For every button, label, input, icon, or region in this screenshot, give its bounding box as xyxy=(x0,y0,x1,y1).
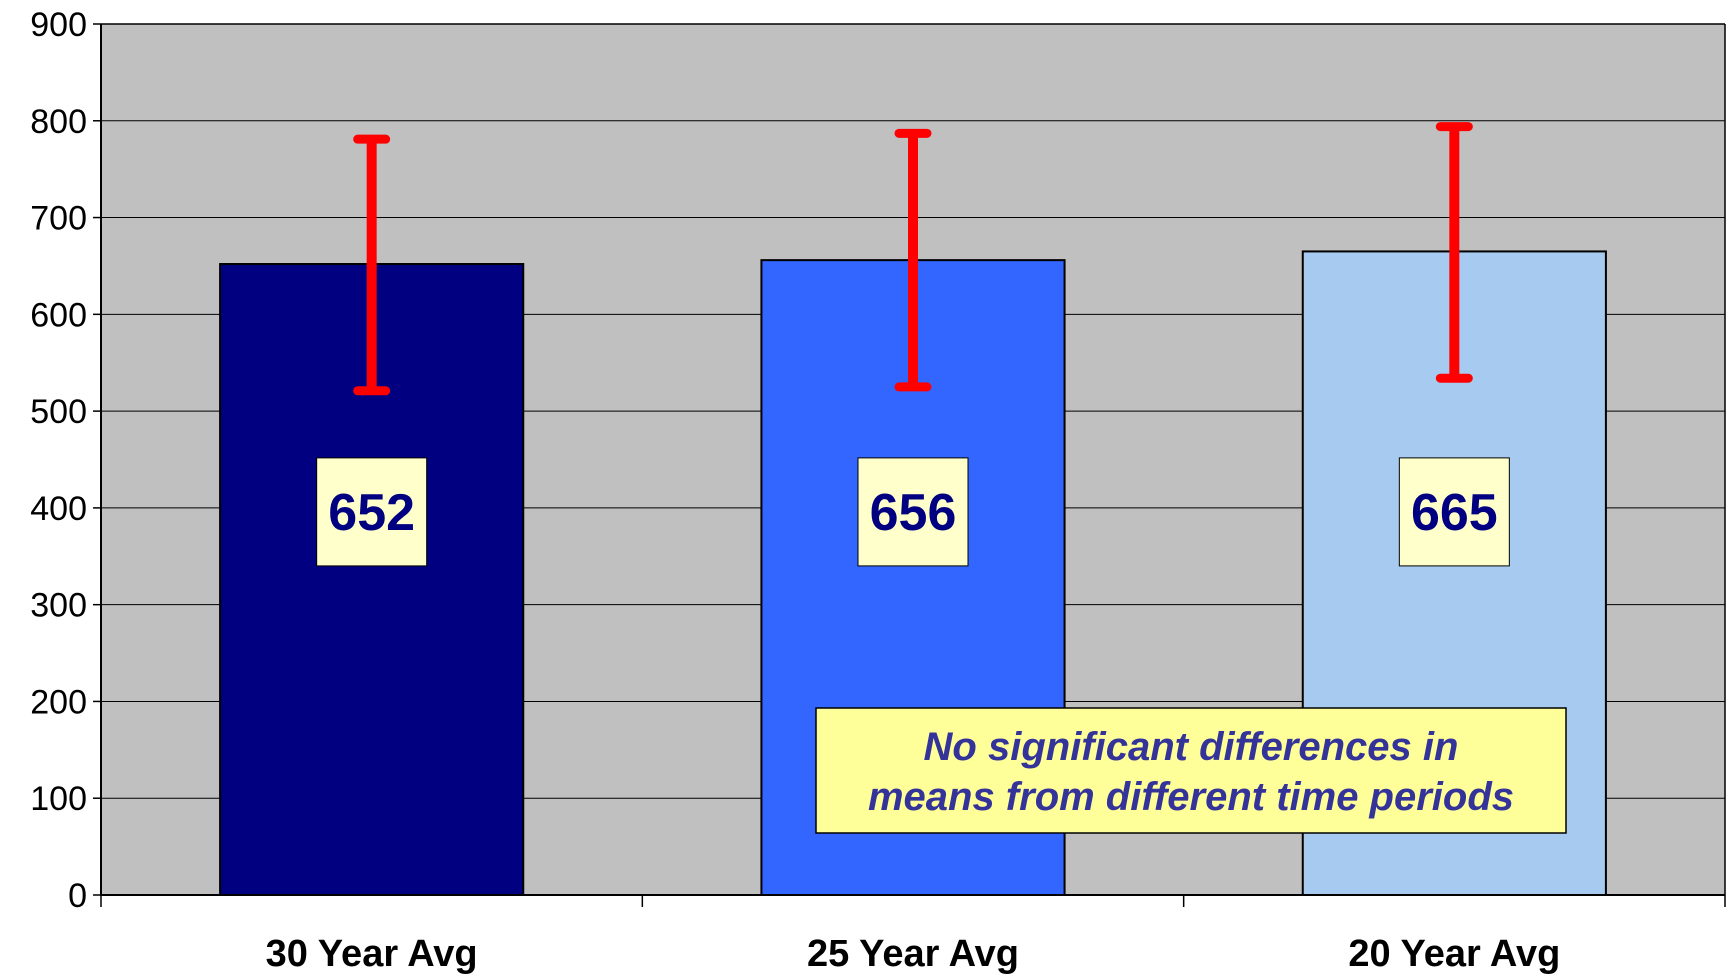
axes xyxy=(93,23,1726,907)
y-tick-label: 200 xyxy=(30,683,87,721)
data-label-box xyxy=(316,457,428,567)
y-tick-label: 600 xyxy=(30,296,87,334)
error-bars xyxy=(353,122,1473,396)
annotation-box xyxy=(815,707,1567,834)
data-label-1: 652 xyxy=(316,457,428,567)
y-tick-label: 900 xyxy=(30,6,87,44)
error-bar-2 xyxy=(894,128,932,392)
y-tick-label: 0 xyxy=(68,877,87,915)
y-tick-label: 500 xyxy=(30,393,87,431)
data-label-text: 665 xyxy=(1411,484,1498,542)
y-tick-label: 800 xyxy=(30,103,87,141)
x-category-label: 30 Year Avg xyxy=(266,933,478,974)
error-bar-1 xyxy=(353,134,391,396)
x-axis-ticks: 30 Year Avg 25 Year Avg 20 Year Avg xyxy=(266,933,1561,974)
annotation: No significant differences in means from… xyxy=(815,707,1567,834)
data-label-text: 656 xyxy=(870,484,957,542)
error-bar-3 xyxy=(1435,122,1473,383)
data-label-text: 652 xyxy=(328,484,415,542)
data-labels: 652 656 665 xyxy=(316,457,1510,567)
annotation-line-1: No significant differences in xyxy=(924,725,1459,769)
data-label-2: 656 xyxy=(857,457,969,567)
data-label-box xyxy=(1398,457,1510,567)
data-label-box xyxy=(857,457,969,567)
data-label-3: 665 xyxy=(1398,457,1510,567)
y-axis-ticks: 0 100 200 300 400 500 600 700 800 900 xyxy=(30,6,87,915)
x-category-label: 20 Year Avg xyxy=(1348,933,1560,974)
x-category-label: 25 Year Avg xyxy=(807,933,1019,974)
y-tick-label: 700 xyxy=(30,200,87,238)
y-tick-label: 400 xyxy=(30,490,87,528)
annotation-line-2: means from different time periods xyxy=(868,775,1514,819)
y-tick-label: 300 xyxy=(30,587,87,625)
y-tick-label: 100 xyxy=(30,780,87,818)
